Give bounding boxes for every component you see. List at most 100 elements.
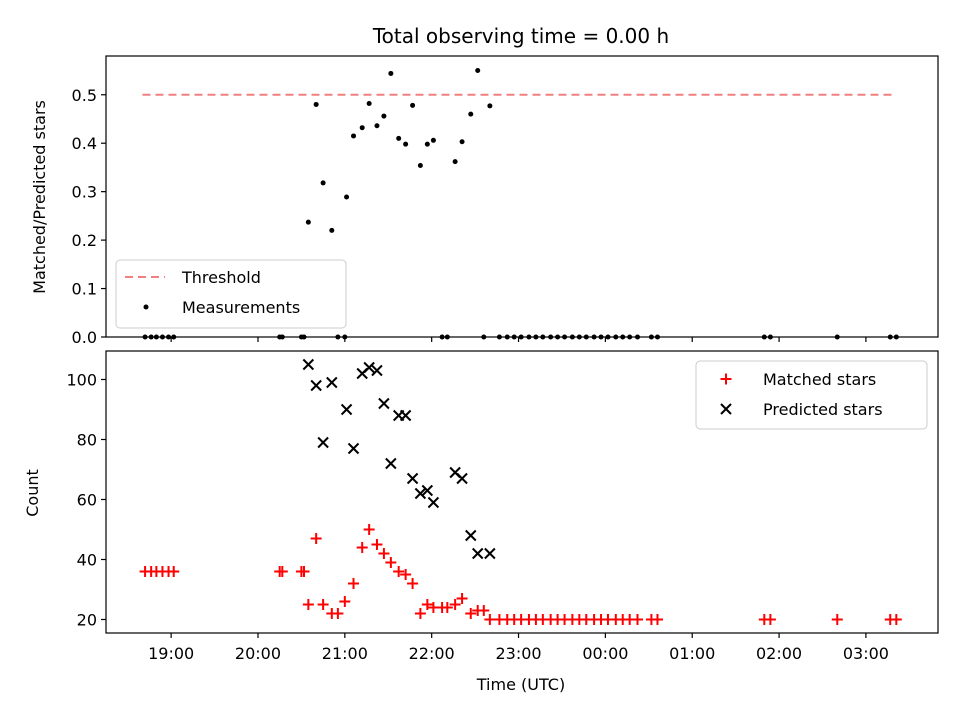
matched-star-point bbox=[332, 608, 344, 619]
legend-predicted-swatch bbox=[720, 403, 732, 415]
matched-star-point bbox=[478, 605, 490, 616]
chart-title: Total observing time = 0.00 h bbox=[372, 24, 669, 48]
matched-star-point bbox=[456, 593, 468, 604]
legend-matched-marker bbox=[720, 373, 732, 385]
predicted-star-point bbox=[326, 376, 338, 389]
measurement-point bbox=[403, 141, 409, 147]
matched-star-point bbox=[393, 566, 405, 577]
measurement-point bbox=[468, 111, 474, 117]
measurement-point bbox=[424, 141, 430, 147]
count-x-tick-label: 02:00 bbox=[756, 644, 802, 663]
ratio-y-tick-label: 0.0 bbox=[72, 328, 97, 347]
predicted-star-point bbox=[472, 547, 484, 560]
ratio-y-tick-label: 0.1 bbox=[72, 280, 97, 299]
matched-star-point bbox=[371, 539, 383, 550]
matched-star-point bbox=[632, 614, 644, 625]
measurement-point bbox=[430, 137, 436, 143]
ratio-y-ticks: 0.0 0.1 0.2 0.3 0.4 0.5 bbox=[72, 86, 106, 347]
measurement-point bbox=[320, 180, 326, 186]
matched-star-point bbox=[378, 548, 390, 559]
matched-star-point bbox=[465, 608, 477, 619]
matched-star-point bbox=[764, 614, 776, 625]
measurement-point bbox=[313, 101, 319, 107]
matched-star-point bbox=[276, 566, 288, 577]
count-x-tick-label: 01:00 bbox=[669, 644, 715, 663]
measurement-point bbox=[351, 133, 357, 139]
matched-star-point bbox=[831, 614, 843, 625]
ratio-y-tick-label: 0.3 bbox=[72, 183, 97, 202]
predicted-star-point bbox=[347, 442, 360, 455]
count-y-tick-label: 40 bbox=[77, 551, 97, 570]
ratio-y-tick-label: 0.5 bbox=[72, 86, 97, 105]
measurement-point bbox=[344, 194, 350, 200]
measurement-point bbox=[374, 123, 380, 129]
measurement-point bbox=[305, 219, 311, 225]
predicted-star-point bbox=[363, 361, 375, 374]
measurement-point bbox=[475, 68, 481, 74]
predicted-star-point bbox=[456, 472, 468, 485]
predicted-star-point bbox=[421, 484, 434, 497]
predicted-star-point bbox=[406, 472, 419, 485]
matched-star-point bbox=[310, 533, 322, 544]
count-y-tick-label: 20 bbox=[77, 611, 97, 630]
ratio-y-tick-label: 0.4 bbox=[72, 134, 97, 153]
predicted-star-point bbox=[317, 436, 329, 449]
predicted-star-point bbox=[378, 397, 390, 410]
legend-matched-swatch bbox=[720, 373, 732, 385]
predicted-star-point bbox=[302, 358, 315, 371]
predicted-star-point bbox=[414, 487, 427, 500]
matched-star-point bbox=[400, 569, 412, 580]
legend-predicted-label: Predicted stars bbox=[763, 400, 883, 419]
matched-star-point bbox=[890, 614, 902, 625]
count-plot-frame bbox=[105, 350, 939, 634]
matched-star-point bbox=[484, 614, 496, 625]
legend-predicted-marker bbox=[720, 403, 732, 415]
measurement-point bbox=[410, 102, 416, 108]
legend-threshold-label: Threshold bbox=[181, 268, 261, 287]
count-x-tick-label: 19:00 bbox=[148, 644, 194, 663]
matched-star-point bbox=[407, 578, 419, 589]
measurement-point bbox=[359, 125, 365, 131]
measurement-point bbox=[366, 100, 372, 106]
predicted-star-point bbox=[399, 409, 412, 422]
matched-star-point bbox=[302, 599, 314, 610]
count-legend-box bbox=[695, 360, 928, 430]
predicted-star-point bbox=[371, 364, 383, 377]
ratio-x-ticks bbox=[170, 337, 867, 342]
matched-star-point bbox=[317, 599, 329, 610]
predicted-star-point bbox=[427, 496, 440, 509]
count-points bbox=[139, 358, 902, 625]
predicted-star-point bbox=[465, 529, 477, 542]
matched-star-point bbox=[449, 599, 461, 610]
count-panel: Count Time (UTC) 20 40 60 80 100 19:00 20:00 2… bbox=[23, 350, 939, 694]
matched-star-point bbox=[421, 599, 433, 610]
matched-star-point bbox=[414, 608, 426, 619]
ratio-y-axis-label: Matched/Predicted stars bbox=[30, 100, 49, 294]
count-x-tick-label: 23:00 bbox=[495, 644, 541, 663]
measurement-point bbox=[381, 113, 387, 119]
count-x-tick-label: 00:00 bbox=[582, 644, 628, 663]
matched-star-point bbox=[651, 614, 663, 625]
matched-star-point bbox=[348, 578, 360, 589]
count-x-tick-label: 20:00 bbox=[235, 644, 281, 663]
measurement-point bbox=[388, 70, 394, 76]
count-x-tick-label: 22:00 bbox=[409, 644, 455, 663]
measurement-point bbox=[396, 135, 402, 141]
predicted-star-point bbox=[340, 403, 353, 416]
matched-star-point bbox=[385, 557, 397, 568]
count-x-tick-label: 21:00 bbox=[322, 644, 368, 663]
measurement-point bbox=[459, 139, 465, 145]
matched-star-point bbox=[363, 524, 375, 535]
ratio-legend-box bbox=[115, 259, 347, 329]
legend-measurements-label: Measurements bbox=[182, 298, 300, 317]
ratio-plot-frame bbox=[105, 55, 939, 338]
measurement-point bbox=[329, 227, 335, 233]
count-y-tick-label: 60 bbox=[77, 491, 97, 510]
measurement-point bbox=[417, 162, 423, 168]
ratio-y-tick-label: 0.2 bbox=[72, 231, 97, 250]
ratio-legend: Threshold Measurements bbox=[115, 259, 347, 329]
legend-matched-label: Matched stars bbox=[763, 370, 876, 389]
count-y-axis-label: Count bbox=[23, 469, 42, 517]
count-y-tick-label: 100 bbox=[66, 371, 97, 390]
